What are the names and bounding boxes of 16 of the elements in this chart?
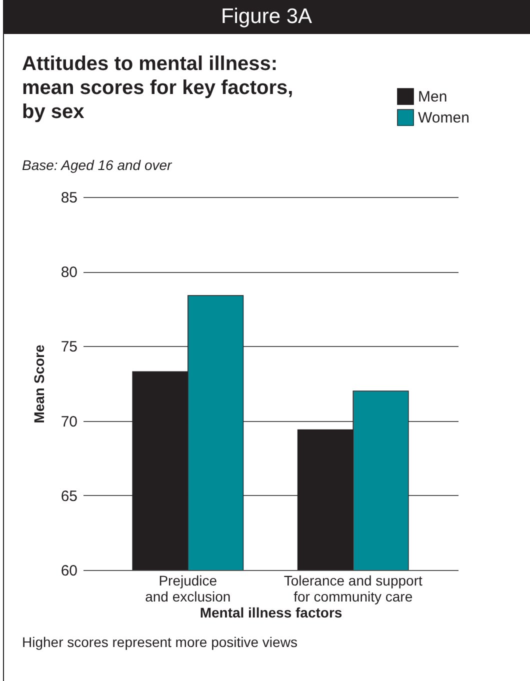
y-tick-label: 80 <box>60 264 78 282</box>
text: Base: Aged 16 and over <box>22 157 172 173</box>
legend-label: Men <box>418 88 448 106</box>
y-tick-label: 70 <box>60 413 78 430</box>
chart-subtitle: Attitudes to mental illness: mean scores for key factors, by sex <box>22 52 294 124</box>
legend-label: Women <box>418 110 470 126</box>
y-tick-label: 85 <box>60 190 78 206</box>
y-tick-label: 65 <box>60 488 78 505</box>
y-tick-label: 75 <box>60 338 78 356</box>
y-axis-title: Mean Score <box>30 344 47 424</box>
x-axis-title: Mental illness factors <box>200 604 342 620</box>
text: Higher scores represent more positive views <box>22 634 298 650</box>
x-tick-label: Prejudice and exclusion <box>145 572 231 604</box>
y-tick-label: 60 <box>60 562 78 580</box>
chart-title: Figure 3A <box>3 0 530 34</box>
x-tick-label: Tolerance and support for community care <box>284 572 422 604</box>
